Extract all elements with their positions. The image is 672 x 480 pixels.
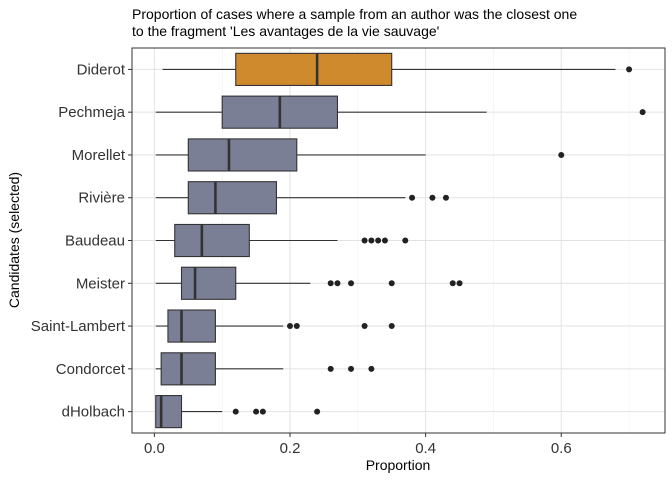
x-tick-label: 0.2 xyxy=(280,440,301,457)
y-tick-label: dHolbach xyxy=(62,404,125,421)
outlier-point xyxy=(558,151,565,158)
y-tick-label: Baudeau xyxy=(65,233,125,250)
iqr-box xyxy=(187,138,298,172)
outlier-point xyxy=(361,323,368,330)
outlier-point xyxy=(293,323,300,330)
outlier-point xyxy=(388,280,395,287)
box-condorcet xyxy=(155,352,375,386)
box-baudeau xyxy=(155,223,409,258)
outlier-point xyxy=(381,237,388,244)
box-saint-lambert xyxy=(155,309,395,343)
chart-title-line-1: Proportion of cases where a sample from … xyxy=(132,6,577,22)
boxplot-series xyxy=(155,52,646,429)
outlier-point xyxy=(253,408,260,415)
box-pechmeja xyxy=(155,95,646,129)
y-tick-label: Diderot xyxy=(77,61,126,78)
outlier-point xyxy=(361,237,368,244)
y-tick-label: Saint-Lambert xyxy=(31,318,126,335)
outlier-point xyxy=(348,365,355,372)
outlier-point xyxy=(409,194,416,201)
x-tick-label: 0.4 xyxy=(415,440,436,457)
outlier-point xyxy=(368,365,375,372)
outlier-point xyxy=(626,66,633,73)
outlier-point xyxy=(442,194,449,201)
y-tick-label: Meister xyxy=(76,275,125,292)
iqr-box xyxy=(235,52,393,86)
x-tick-label: 0.0 xyxy=(144,440,165,457)
outlier-point xyxy=(449,280,456,287)
outlier-point xyxy=(327,365,334,372)
chart-title-line-2: to the fragment 'Les avantages de la vie… xyxy=(132,23,439,39)
outlier-point xyxy=(388,323,395,330)
outlier-point xyxy=(232,408,239,415)
y-tick-label: Rivière xyxy=(78,190,125,207)
y-axis-title: Candidates (selected) xyxy=(6,172,22,308)
box-meister xyxy=(155,266,463,300)
iqr-box xyxy=(180,266,237,300)
iqr-box xyxy=(160,352,216,386)
outlier-point xyxy=(368,237,375,244)
outlier-point xyxy=(314,408,321,415)
outlier-point xyxy=(429,194,436,201)
outlier-point xyxy=(259,408,266,415)
x-tick-label: 0.6 xyxy=(551,440,572,457)
box-rivi-re xyxy=(155,181,449,215)
x-axis-title: Proportion xyxy=(366,457,431,473)
box-diderot xyxy=(162,52,633,86)
y-tick-label: Condorcet xyxy=(56,361,126,378)
y-tick-label: Pechmeja xyxy=(58,104,125,121)
iqr-box xyxy=(155,395,183,429)
outlier-point xyxy=(375,237,382,244)
outlier-point xyxy=(287,323,294,330)
outlier-point xyxy=(334,280,341,287)
outlier-point xyxy=(348,280,355,287)
iqr-box xyxy=(167,309,216,343)
outlier-point xyxy=(456,280,463,287)
y-tick-label: Morellet xyxy=(72,147,126,164)
box-dholbach xyxy=(155,395,321,429)
iqr-box xyxy=(187,181,277,215)
outlier-point xyxy=(327,280,334,287)
axes: Diderot Pechmeja Morellet Rivière Baudeau Mei… xyxy=(31,61,572,457)
box-morellet xyxy=(155,138,565,172)
outlier-point xyxy=(639,109,646,116)
outlier-point xyxy=(402,237,409,244)
iqr-box xyxy=(174,223,250,258)
